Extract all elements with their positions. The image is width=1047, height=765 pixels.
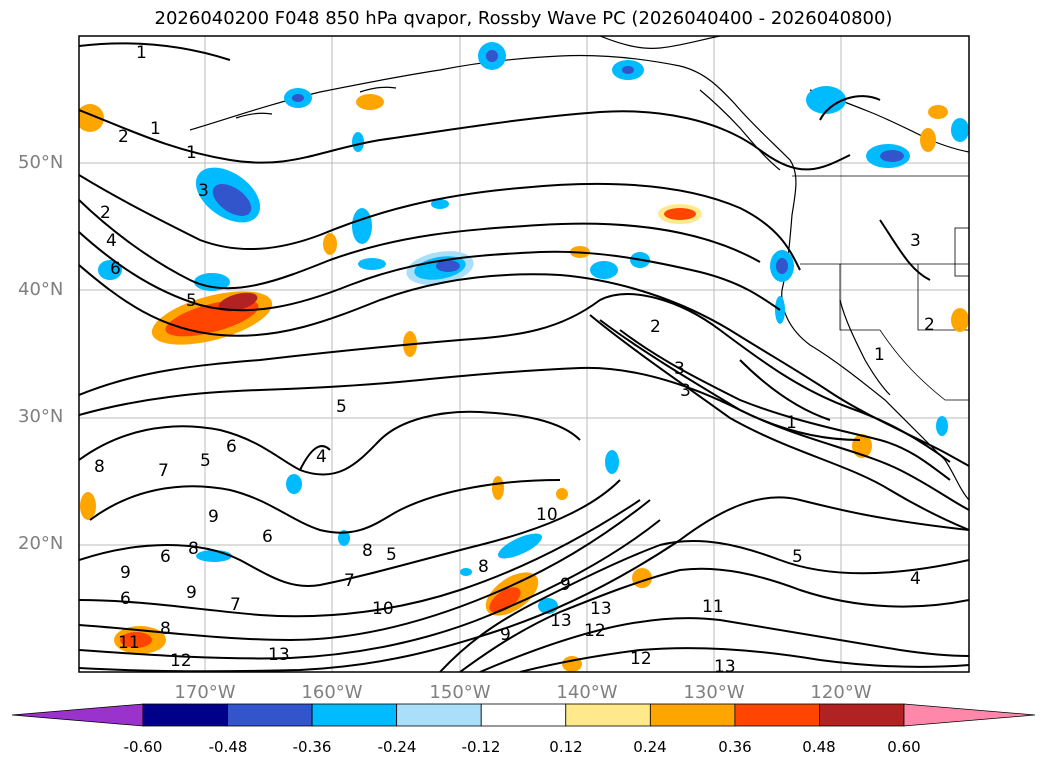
colorbar-segment xyxy=(142,703,228,727)
colorbar-segment xyxy=(227,703,313,727)
contour-labels: 1 2 1 1 3 2 4 6 5 2 3 3 1 3 2 1 5 4 6 6 … xyxy=(94,43,935,677)
colorbar-segment xyxy=(480,703,567,727)
contour-label: 5 xyxy=(200,451,211,471)
coastlines xyxy=(189,36,969,501)
colorbar xyxy=(11,703,1036,727)
contour-label: 13 xyxy=(268,645,290,665)
contour-label: 11 xyxy=(702,597,724,617)
lon-label: 150°W xyxy=(429,682,491,703)
contour-label: 5 xyxy=(386,545,397,565)
borders xyxy=(792,175,969,401)
colorbar-tick-label: 0.60 xyxy=(887,738,921,756)
colorbar-segment xyxy=(649,703,736,727)
contour-label: 3 xyxy=(910,231,921,251)
contour-label: 2 xyxy=(924,315,935,335)
contour-label: 9 xyxy=(208,507,219,527)
contour-label: 5 xyxy=(186,291,197,311)
contour-label: 7 xyxy=(344,571,355,591)
contour-label: 2 xyxy=(100,203,111,223)
contour-label: 7 xyxy=(158,461,169,481)
contour-label: 4 xyxy=(316,447,327,467)
contour-label: 7 xyxy=(230,595,241,615)
contour-label: 8 xyxy=(160,619,171,639)
contour-label: 12 xyxy=(170,651,192,671)
contour-label: 3 xyxy=(674,359,685,379)
colorbar-tick-label: -0.60 xyxy=(123,738,163,756)
colorbar-tick-label: -0.36 xyxy=(292,738,332,756)
contour-label: 3 xyxy=(680,381,691,401)
gridlines xyxy=(79,36,969,672)
colorbar-tick-label: -0.48 xyxy=(208,738,248,756)
contour-label: 6 xyxy=(110,259,121,279)
contour-label: 3 xyxy=(198,181,209,201)
colorbar-tick-label: 0.24 xyxy=(633,738,667,756)
colorbar-tick-label: -0.12 xyxy=(461,738,501,756)
lon-label: 130°W xyxy=(683,682,745,703)
colorbar-tick-label: 0.12 xyxy=(549,738,583,756)
contour-label: 6 xyxy=(160,547,171,567)
contour-label: 9 xyxy=(560,575,571,595)
colorbar-extend-high xyxy=(903,703,1036,727)
map-area: 1 2 1 1 3 2 4 6 5 2 3 3 1 3 2 1 5 4 6 6 … xyxy=(79,36,969,677)
colorbar-extend-low xyxy=(11,703,144,727)
contour-label: 12 xyxy=(630,649,652,669)
lat-label: 30°N xyxy=(18,406,64,427)
contour-label: 2 xyxy=(118,127,129,147)
lat-label: 50°N xyxy=(18,152,64,173)
contour-label: 6 xyxy=(226,437,237,457)
lon-label: 160°W xyxy=(301,682,363,703)
contour-label: 9 xyxy=(120,563,131,583)
contour-label: 10 xyxy=(536,505,558,525)
contour-label: 1 xyxy=(150,119,161,139)
contour-label: 11 xyxy=(118,633,140,653)
lat-label: 20°N xyxy=(18,533,64,554)
contour-label: 1 xyxy=(874,345,885,365)
contour-label: 2 xyxy=(650,317,661,337)
contour-label: 13 xyxy=(714,657,736,677)
map-frame xyxy=(78,35,970,673)
contour-label: 1 xyxy=(136,43,147,63)
lon-label: 120°W xyxy=(810,682,872,703)
contour-label: 1 xyxy=(186,143,197,163)
lat-label: 40°N xyxy=(18,279,64,300)
contour-label: 8 xyxy=(188,539,199,559)
contour-label: 5 xyxy=(792,547,803,567)
lon-label: 140°W xyxy=(556,682,618,703)
contour-label: 8 xyxy=(478,557,489,577)
colorbar-segment xyxy=(565,703,651,727)
contour-label: 10 xyxy=(372,599,394,619)
colorbar-segment xyxy=(734,703,820,727)
contour-label: 9 xyxy=(186,583,197,603)
contour-label: 6 xyxy=(120,589,131,609)
contour-label: 9 xyxy=(500,625,511,645)
lon-label: 170°W xyxy=(174,682,236,703)
contour-label: 13 xyxy=(590,599,612,619)
contour-label: 12 xyxy=(584,621,606,641)
contour-lines xyxy=(79,42,969,672)
map-title: 2026040200 F048 850 hPa qvapor, Rossby W… xyxy=(154,8,893,29)
colorbar-segment xyxy=(396,703,482,727)
colorbar-tick-label: -0.24 xyxy=(377,738,417,756)
colorbar-tick-label: 0.36 xyxy=(718,738,752,756)
colorbar-tick-label: 0.48 xyxy=(802,738,836,756)
contour-label: 4 xyxy=(910,569,921,589)
contour-label: 4 xyxy=(106,231,117,251)
contour-label: 8 xyxy=(362,541,373,561)
contour-label: 13 xyxy=(550,611,572,631)
colorbar-segment xyxy=(819,703,905,727)
colorbar-segment xyxy=(311,703,398,727)
contour-label: 1 xyxy=(786,413,797,433)
contour-label: 5 xyxy=(336,397,347,417)
contour-label: 8 xyxy=(94,457,105,477)
anomaly-fills xyxy=(79,42,969,672)
contour-label: 6 xyxy=(262,527,273,547)
